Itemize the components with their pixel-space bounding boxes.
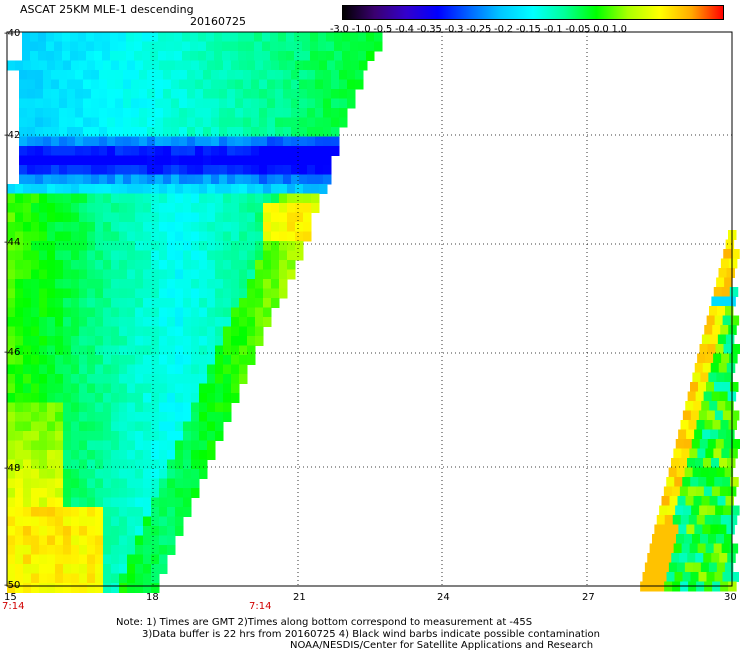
y-label-48: -48 bbox=[4, 463, 20, 474]
y-label-44: -44 bbox=[4, 237, 20, 248]
y-label-46: -46 bbox=[4, 347, 20, 358]
y-label-50: -50 bbox=[4, 580, 20, 591]
x-label-21: 21 bbox=[293, 592, 306, 603]
note-line-1: Note: 1) Times are GMT 2)Times along bot… bbox=[116, 617, 532, 628]
note-line-2: 3)Data buffer is 22 hrs from 20160725 4)… bbox=[142, 629, 600, 640]
y-label-40: -40 bbox=[4, 28, 20, 39]
time-label-1: 7:14 bbox=[2, 601, 24, 612]
x-label-18: 18 bbox=[146, 592, 159, 603]
y-label-42: -42 bbox=[4, 130, 20, 141]
swath-cells bbox=[7, 32, 740, 593]
x-label-30: 30 bbox=[724, 592, 737, 603]
time-label-2: 7:14 bbox=[249, 601, 271, 612]
x-label-27: 27 bbox=[582, 592, 595, 603]
note-line-3: NOAA/NESDIS/Center for Satellite Applica… bbox=[290, 640, 593, 651]
x-label-24: 24 bbox=[437, 592, 450, 603]
